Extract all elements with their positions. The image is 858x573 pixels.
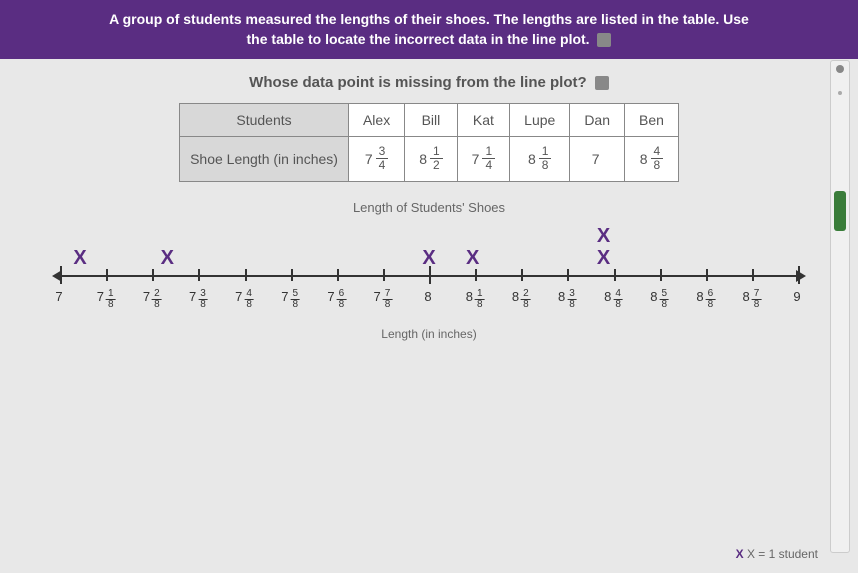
- tick: [152, 269, 154, 281]
- plot-caption: Length of Students' Shoes: [40, 200, 818, 215]
- student-cell: Dan: [570, 104, 625, 137]
- tick: [614, 269, 616, 281]
- students-row-header: Students: [180, 104, 349, 137]
- tick: [60, 266, 62, 284]
- tick-label: 758: [281, 289, 300, 310]
- question-text: Whose data point is missing from the lin…: [40, 74, 818, 91]
- x-mark: X: [466, 247, 479, 270]
- x-mark: X: [597, 247, 610, 270]
- tick-label: 868: [696, 289, 715, 310]
- length-cell: 714: [457, 137, 509, 181]
- tick-label: 878: [742, 289, 761, 310]
- scrollbar[interactable]: [830, 60, 850, 553]
- scroll-knob-icon[interactable]: [836, 65, 844, 73]
- tick: [291, 269, 293, 281]
- table-row: Shoe Length (in inches) 7348127148187848: [180, 137, 679, 181]
- tick: [660, 269, 662, 281]
- plot-legend: X X = 1 student: [736, 547, 818, 561]
- student-cell: Ben: [625, 104, 679, 137]
- scroll-dot-icon: [838, 91, 842, 95]
- tick: [475, 269, 477, 281]
- tick-label: 748: [235, 289, 254, 310]
- tick: [521, 269, 523, 281]
- length-cell: 734: [348, 137, 404, 181]
- header-line1: A group of students measured the lengths…: [109, 11, 749, 27]
- tick-label: 7: [55, 289, 64, 304]
- tick-label: 738: [189, 289, 208, 310]
- tick-label: 9: [793, 289, 802, 304]
- table-row: Students Alex Bill Kat Lupe Dan Ben: [180, 104, 679, 137]
- length-cell: 812: [405, 137, 457, 181]
- tick-label: 8: [424, 289, 433, 304]
- tick-label: 828: [512, 289, 531, 310]
- tick: [706, 269, 708, 281]
- tick-label: 728: [143, 289, 162, 310]
- x-mark: X: [73, 247, 86, 270]
- x-mark: X: [597, 225, 610, 248]
- tick-label: 718: [97, 289, 116, 310]
- tick: [337, 269, 339, 281]
- tick: [752, 269, 754, 281]
- data-table: Students Alex Bill Kat Lupe Dan Ben Shoe…: [179, 103, 679, 181]
- x-mark: X: [422, 247, 435, 270]
- tick-label: 768: [327, 289, 346, 310]
- header-line2: the table to locate the incorrect data i…: [247, 31, 590, 47]
- tick-label: 818: [466, 289, 485, 310]
- tick: [798, 266, 800, 284]
- tick-label: 858: [650, 289, 669, 310]
- number-line: 7718728738748758768778881882883884885886…: [60, 275, 798, 277]
- sound-icon[interactable]: [595, 76, 609, 90]
- sound-icon[interactable]: [597, 33, 611, 47]
- tick: [198, 269, 200, 281]
- length-cell: 848: [625, 137, 679, 181]
- axis-label: Length (in inches): [40, 327, 818, 341]
- instruction-banner: A group of students measured the lengths…: [0, 0, 858, 59]
- line-plot: 7 718 728 738 748 758 768 778 8 818 828 838 848 858 86…: [40, 275, 818, 341]
- length-row-header: Shoe Length (in inches): [180, 137, 349, 181]
- tick-label: 838: [558, 289, 577, 310]
- tick: [383, 269, 385, 281]
- student-cell: Lupe: [510, 104, 570, 137]
- student-cell: Alex: [348, 104, 404, 137]
- length-cell: 818: [510, 137, 570, 181]
- student-cell: Bill: [405, 104, 457, 137]
- length-cell: 7: [570, 137, 625, 181]
- tick: [245, 269, 247, 281]
- student-cell: Kat: [457, 104, 509, 137]
- x-mark: X: [161, 247, 174, 270]
- tick: [567, 269, 569, 281]
- tick: [106, 269, 108, 281]
- tick-label: 778: [373, 289, 392, 310]
- scroll-thumb[interactable]: [834, 191, 846, 231]
- tick-label: 848: [604, 289, 623, 310]
